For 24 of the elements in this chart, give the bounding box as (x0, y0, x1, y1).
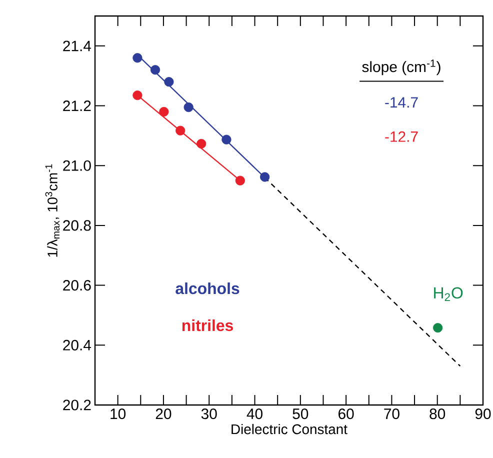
x-tick-label: 40 (246, 408, 262, 420)
y-tick-label: 20.8 (63, 220, 91, 231)
text: nitriles (182, 319, 233, 332)
x-tick-label: 20 (156, 408, 172, 420)
y-tick-label: 21.4 (63, 40, 92, 52)
x-tick-label: 80 (430, 408, 446, 420)
annotation: -14.7 (385, 97, 418, 108)
y-tick-label: 20.4 (63, 340, 92, 350)
text: alcohols (176, 282, 240, 294)
x-tick-label: 70 (384, 408, 400, 420)
y-tick-label: 21.2 (63, 100, 91, 111)
x-tick-label: 10 (110, 408, 126, 420)
x-tick-label: 60 (338, 408, 354, 420)
y-tick-label: 20.2 (63, 400, 91, 410)
y-tick-label: 20.6 (63, 280, 91, 291)
x-tick-label: 90 (475, 408, 491, 420)
annotation: slope (cm$^{-1}$) (362, 60, 440, 76)
y-tick-label: 21.0 (63, 160, 91, 171)
annotation: -12.7 (385, 131, 418, 142)
x-tick-label: 50 (292, 408, 308, 420)
x-axis-title: Dielectric Constant (232, 424, 348, 434)
y-axis-title: 1/λ$_{max}$, 10$^{3}$cm$^{-1}$ (45, 164, 60, 257)
series-label: H$_{2}$O (434, 287, 463, 301)
x-tick-label: 30 (201, 408, 217, 420)
